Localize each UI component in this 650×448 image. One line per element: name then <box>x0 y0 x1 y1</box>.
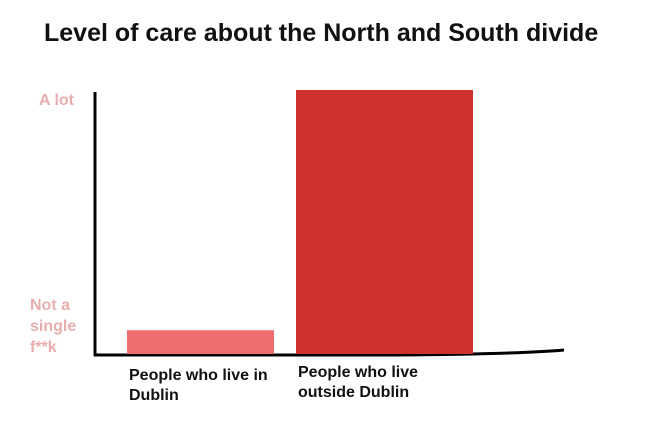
x-tick-label: People who live in Dublin <box>129 367 268 404</box>
chart-title: Level of care about the North and South … <box>44 19 599 47</box>
x-axis <box>94 348 565 357</box>
bar <box>127 330 274 354</box>
y-tick-label: Not a single f**k <box>30 297 77 356</box>
x-tick-label: People who live outside Dublin <box>298 364 419 401</box>
y-tick-label: A lot <box>39 92 74 109</box>
bar <box>296 90 473 354</box>
